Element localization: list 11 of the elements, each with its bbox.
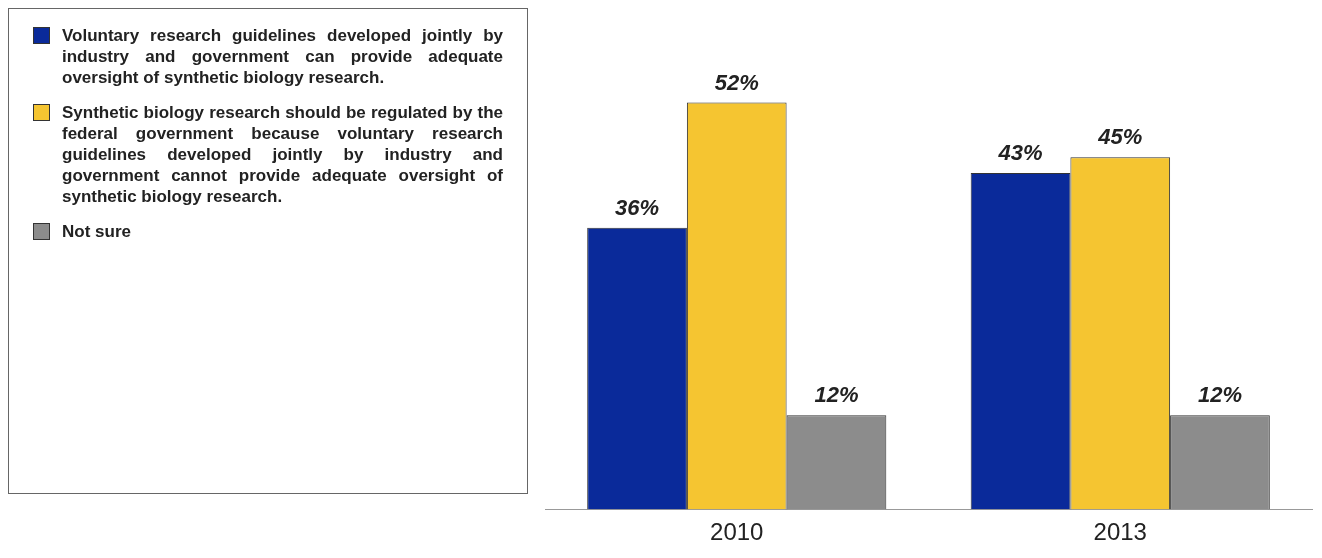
data-label: 45% (1097, 124, 1143, 150)
x-tick-label: 2010 (710, 518, 764, 546)
data-label: 12% (814, 382, 859, 408)
x-tick-label: 2013 (1093, 518, 1147, 546)
legend-label: Synthetic biology research should be regulated by the federal government because voluntary research guidelines developed jointly by industry and government cannot provide adequate oversight of synthetic biology research. (62, 102, 503, 207)
data-label: 43% (997, 140, 1043, 165)
data-label: 12% (1197, 382, 1242, 408)
data-label: 52% (714, 69, 759, 95)
data-label: 36% (615, 194, 660, 220)
legend-label: Voluntary research guidelines developed jointly by industry and government can provide adequate oversight of synthetic biology research. (62, 25, 503, 88)
legend-label: Not sure (62, 221, 131, 242)
